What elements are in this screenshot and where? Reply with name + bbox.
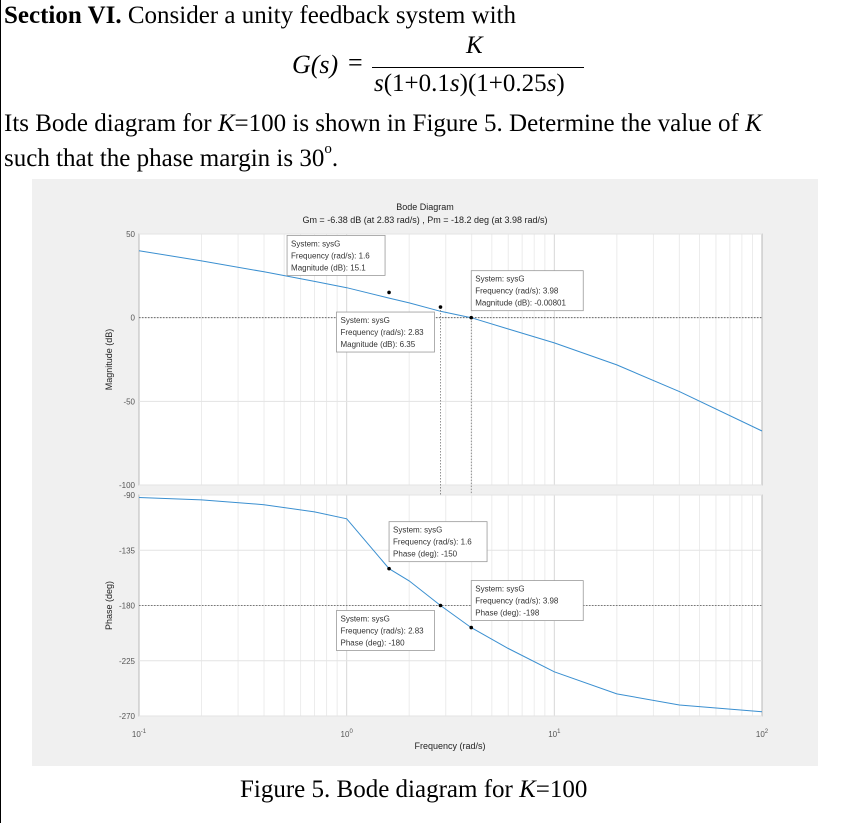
phase-ytick-label: -135: [119, 546, 136, 555]
phase-datatip-text: Frequency (rad/s): 2.83: [340, 627, 424, 636]
magnitude-ytick-label: -50: [123, 397, 135, 406]
tf-equals: =: [348, 48, 363, 77]
phase-datatip-text: System: sysG: [393, 526, 442, 535]
tf-den-part3: ): [556, 70, 565, 97]
x-axis-label: Frequency (rad/s): [414, 741, 485, 751]
para2-text-a: such that the phase margin is 30: [4, 145, 325, 172]
phase-datatip-text: Phase (deg): -198: [475, 609, 540, 618]
chart-title: Bode Diagram: [396, 202, 454, 212]
magnitude-ylabel: Magnitude (dB): [104, 329, 114, 391]
tf-den-part2: )(1+0.25: [459, 70, 547, 97]
xtick-label: 101: [548, 729, 561, 739]
problem-heading: Section VI. Consider a unity feedback sy…: [4, 2, 516, 30]
magnitude-datatip-text: Frequency (rad/s): 2.83: [340, 328, 424, 337]
chart-subtitle: Gm = -6.38 dB (at 2.83 rad/s) , Pm = -18…: [302, 215, 547, 225]
paragraph-line-2: such that the phase margin is 30o.: [4, 141, 339, 173]
para2-text-b: .: [331, 145, 339, 172]
phase-datatip-text: Phase (deg): -180: [340, 639, 405, 648]
left-border: [0, 0, 1, 823]
xtick-label: 10-1: [132, 729, 147, 739]
intro-text: Consider a unity feedback system with: [121, 2, 516, 29]
magnitude-ytick-label: 0: [131, 314, 136, 323]
magnitude-marker-point: [438, 305, 443, 309]
phase-ytick-label: -180: [119, 602, 136, 611]
caption-text-b: =100: [535, 776, 588, 803]
tf-den-part1: (1+0.1: [383, 70, 450, 97]
tf-den-s1: s: [449, 70, 460, 97]
para1-k: K: [217, 110, 235, 137]
phase-datatip-text: Phase (deg): -150: [393, 550, 458, 559]
fraction-bar: [372, 67, 584, 68]
magnitude-marker-point: [469, 315, 474, 320]
magnitude-datatip-text: Frequency (rad/s): 1.6: [291, 251, 370, 260]
magnitude-series-line: [138, 250, 763, 432]
magnitude-datatip-text: Magnitude (dB): 15.1: [291, 263, 366, 272]
phase-datatip-text: Frequency (rad/s): 1.6: [393, 538, 472, 547]
phase-datatip-box: [388, 521, 488, 563]
magnitude-datatip-text: Frequency (rad/s): 3.98: [475, 287, 559, 296]
degree-symbol: o: [324, 141, 332, 157]
phase-marker-point: [469, 625, 474, 630]
para1-text-b: =100 is shown in Figure 5. Determine the…: [234, 110, 746, 137]
magnitude-datatip-text: Magnitude (dB): -0.00801: [475, 299, 566, 308]
tf-numerator: K: [466, 32, 483, 59]
magnitude-datatip-box: [470, 270, 584, 312]
xtick-label: 100: [341, 729, 354, 739]
phase-datatip-box: [336, 610, 435, 651]
magnitude-marker-point: [387, 290, 391, 295]
phase-datatip-box: [470, 580, 584, 622]
magnitude-ytick-label: -100: [119, 481, 136, 490]
paragraph-line-1: Its Bode diagram for K=100 is shown in F…: [4, 110, 762, 138]
phase-ytick-label: -225: [119, 657, 136, 666]
xtick-label: 102: [756, 729, 769, 739]
phase-datatip-text: Frequency (rad/s): 3.98: [475, 597, 559, 606]
phase-ytick-label: -270: [119, 712, 136, 721]
para1-text-a: Its Bode diagram for: [4, 110, 218, 137]
phase-ylabel: Phase (deg): [104, 581, 114, 630]
phase-ytick-label: -90: [123, 491, 135, 500]
caption-text-a: Figure 5. Bode diagram for: [240, 776, 520, 803]
magnitude-ytick-label: 50: [126, 230, 135, 239]
magnitude-plot-area: [138, 233, 763, 486]
figure-caption: Figure 5. Bode diagram for K=100: [240, 776, 587, 804]
tf-denominator: s(1+0.1s)(1+0.25s): [374, 70, 565, 98]
phase-datatip-text: System: sysG: [475, 585, 524, 594]
section-label: Section VI.: [4, 2, 122, 29]
magnitude-datatip-text: System: sysG: [475, 275, 524, 284]
phase-datatip-text: System: sysG: [340, 615, 389, 624]
phase-series-line: [138, 497, 763, 713]
phase-marker-point: [438, 603, 443, 608]
magnitude-datatip-box: [286, 234, 386, 276]
tf-lhs: G(s): [292, 50, 339, 79]
para1-k2: K: [745, 110, 762, 137]
magnitude-datatip-text: Magnitude (dB): 6.35: [340, 340, 415, 349]
tf-den-s: s: [374, 70, 384, 97]
tf-den-s2: s: [546, 70, 557, 97]
magnitude-datatip-box: [336, 311, 435, 353]
bode-diagram: Bode Diagram Gm = -6.38 dB (at 2.83 rad/s…: [104, 202, 769, 751]
phase-marker-point: [387, 566, 391, 571]
bode-figure: Bode Diagram Gm = -6.38 dB (at 2.83 rad/s…: [32, 179, 818, 766]
transfer-function: G(s) = K s(1+0.1s)(1+0.25s): [292, 30, 602, 100]
magnitude-datatip-text: System: sysG: [291, 239, 340, 248]
magnitude-datatip-text: System: sysG: [340, 316, 389, 325]
caption-k: K: [519, 776, 536, 803]
